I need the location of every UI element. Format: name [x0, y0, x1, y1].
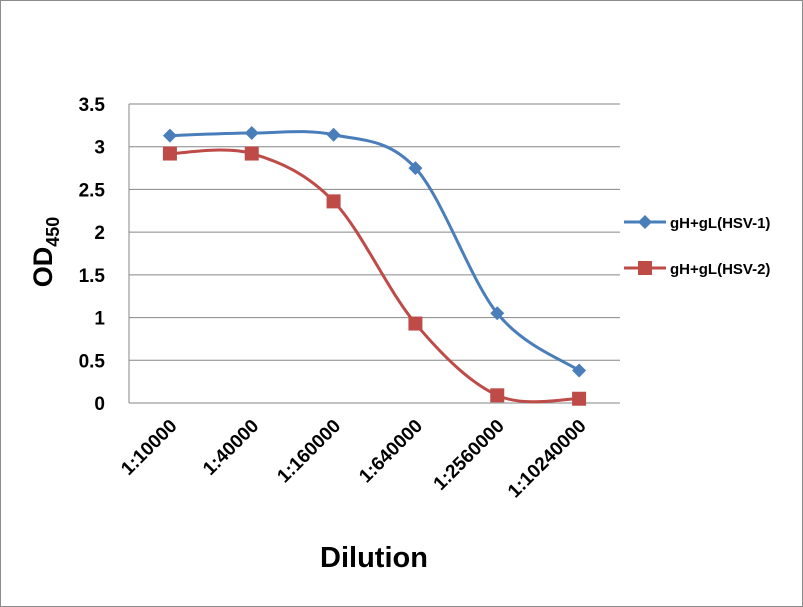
y-axis-title-subscript: 450 [43, 217, 63, 247]
x-axis-title: Dilution [320, 542, 428, 574]
data-point [408, 161, 423, 176]
gridlines [128, 103, 620, 404]
y-axis-title-main: OD [28, 247, 58, 288]
x-tick-label: 1:10000 [117, 416, 181, 480]
y-tick-label: 2.5 [79, 180, 106, 201]
data-point [244, 126, 259, 141]
legend-item: gH+gL(HSV-2) [624, 261, 770, 278]
data-point [244, 146, 259, 161]
data-point [572, 363, 587, 378]
legend-label: gH+gL(HSV-1) [670, 215, 770, 232]
series-line [169, 148, 580, 404]
y-tick-label: 3 [94, 138, 105, 159]
y-axis-title-group: OD450 [28, 217, 63, 288]
data-point [326, 127, 341, 142]
x-tick-label: 1:40000 [199, 416, 263, 480]
data-point [490, 306, 505, 321]
y-tick-label: 0 [94, 394, 105, 415]
legend-label: gH+gL(HSV-2) [670, 261, 770, 278]
legend-diamond-marker [638, 215, 652, 229]
y-axis-title: OD450 [28, 217, 63, 288]
x-axis-ticks: 1:10000 1:40000 1:160000 1:640000 1:25600001… [117, 416, 590, 503]
legend: gH+gL(HSV-1) gH+gL(HSV-2) [624, 215, 770, 278]
series-2 [162, 146, 587, 406]
series-layer [162, 126, 587, 406]
data-point [326, 194, 341, 209]
data-point [162, 128, 177, 143]
legend-item: gH+gL(HSV-1) [624, 215, 770, 232]
y-tick-label: 1.5 [79, 266, 106, 287]
x-tick-label: 1:2560000 [430, 416, 509, 495]
series-line [169, 130, 580, 372]
y-tick-label: 3.5 [79, 95, 106, 116]
y-tick-label: 0.5 [79, 351, 106, 372]
legend-square-marker [638, 261, 652, 275]
data-point [408, 316, 423, 331]
y-tick-label: 1 [94, 309, 105, 330]
x-tick-label: 1:640000 [355, 416, 427, 488]
data-point [572, 391, 587, 406]
series-1 [162, 126, 587, 378]
y-axis-ticks: 0 0.5 1 1.5 2 2.5 3 3.5 [79, 95, 106, 415]
x-tick-label: 1:10240000 [504, 416, 591, 503]
data-point [162, 146, 177, 161]
y-tick-label: 2 [94, 223, 105, 244]
x-tick-label: 1:160000 [273, 416, 345, 488]
data-point [490, 388, 505, 403]
